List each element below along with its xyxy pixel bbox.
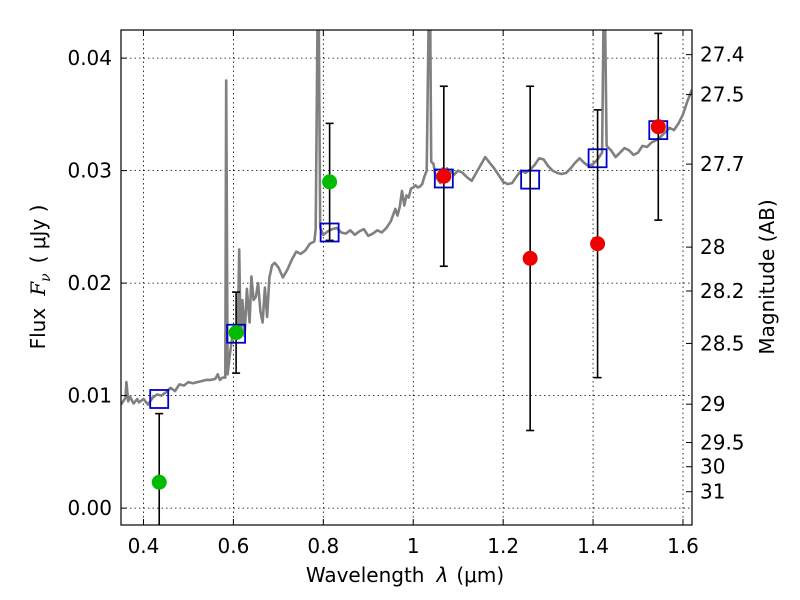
y-tick-label: 0.04 xyxy=(67,46,112,70)
x-tick-label: 1.6 xyxy=(667,534,699,558)
right-tick-label: 28 xyxy=(700,235,725,259)
x-tick-label: 1 xyxy=(407,534,420,558)
observed-flux-point xyxy=(151,474,167,490)
x-axis-label: Wavelength xyxy=(306,563,425,587)
x-axis-unit: (μm) xyxy=(456,563,504,587)
y-axis-title: Flux Fν ( μJy ) xyxy=(26,205,54,350)
right-tick-label: 28.2 xyxy=(700,279,745,303)
x-axis-title: Wavelength λ (μm) xyxy=(306,563,504,587)
right-tick-label: 28.5 xyxy=(700,331,745,355)
y-tick-label: 0.01 xyxy=(67,384,112,408)
right-tick-label: 27.7 xyxy=(700,152,745,176)
sed-model-line xyxy=(121,30,692,406)
grid xyxy=(121,30,692,525)
ticks: 0.4 0.6 0.8 1 1.2 1.4 1.6 0.00 0.01 0.02 0.03 0.04 2… xyxy=(67,30,745,558)
y-axis-label: Flux xyxy=(26,308,50,350)
right-axis-title: Magnitude (AB) xyxy=(755,199,779,354)
y-tick-label: 0.00 xyxy=(67,496,112,520)
right-tick-label: 27.5 xyxy=(700,83,745,107)
observed-flux-point xyxy=(522,250,538,266)
right-tick-label: 31 xyxy=(700,480,725,504)
model-flux-square xyxy=(149,389,170,409)
right-tick-label: 29 xyxy=(700,392,725,416)
x-tick-label: 1.4 xyxy=(577,534,609,558)
right-tick-label: 27.4 xyxy=(700,43,745,67)
y-axis-subscript: ν xyxy=(38,273,54,282)
plot-frame xyxy=(120,29,693,526)
y-tick-label: 0.03 xyxy=(67,159,112,183)
right-tick-label: 30 xyxy=(700,455,725,479)
observed-flux-point xyxy=(590,236,606,252)
x-tick-label: 1.2 xyxy=(487,534,519,558)
observed-flux-point xyxy=(650,119,666,135)
x-tick-label: 0.6 xyxy=(217,534,249,558)
right-tick-label: 29.5 xyxy=(700,431,745,455)
y-tick-label: 0.02 xyxy=(67,271,112,295)
series-layer xyxy=(121,30,692,525)
y-axis-symbol: F xyxy=(26,281,50,297)
observed-flux-point xyxy=(228,325,244,341)
x-tick-label: 0.4 xyxy=(128,534,160,558)
observed-flux-point xyxy=(436,168,452,184)
x-tick-label: 0.8 xyxy=(307,534,339,558)
observed-flux-point xyxy=(322,174,338,190)
x-axis-symbol: λ xyxy=(436,563,449,587)
y-axis-unit: ( μJy ) xyxy=(26,205,50,264)
